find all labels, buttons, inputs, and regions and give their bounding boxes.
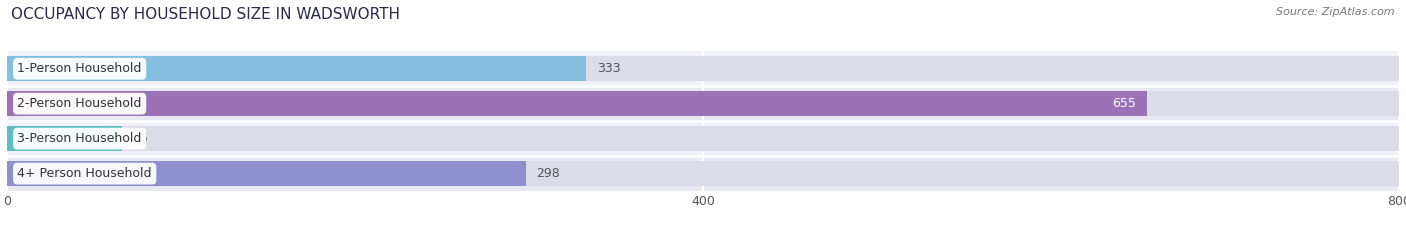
Text: 4+ Person Household: 4+ Person Household xyxy=(17,167,152,180)
Text: 66: 66 xyxy=(132,132,148,145)
Text: 298: 298 xyxy=(536,167,560,180)
Bar xyxy=(7,156,1399,191)
Bar xyxy=(7,91,1147,116)
Text: Source: ZipAtlas.com: Source: ZipAtlas.com xyxy=(1277,7,1395,17)
Text: 2-Person Household: 2-Person Household xyxy=(17,97,142,110)
Bar xyxy=(7,161,1399,186)
Bar xyxy=(7,126,122,151)
Bar xyxy=(7,161,526,186)
Text: OCCUPANCY BY HOUSEHOLD SIZE IN WADSWORTH: OCCUPANCY BY HOUSEHOLD SIZE IN WADSWORTH xyxy=(11,7,401,22)
Bar xyxy=(7,56,1399,81)
Bar xyxy=(7,56,586,81)
Bar xyxy=(7,91,1399,116)
Text: 655: 655 xyxy=(1112,97,1136,110)
Bar xyxy=(7,121,1399,156)
Text: 333: 333 xyxy=(598,62,620,75)
Bar xyxy=(7,51,1399,86)
Text: 1-Person Household: 1-Person Household xyxy=(17,62,142,75)
Bar xyxy=(7,126,1399,151)
Bar xyxy=(7,86,1399,121)
Text: 3-Person Household: 3-Person Household xyxy=(17,132,142,145)
